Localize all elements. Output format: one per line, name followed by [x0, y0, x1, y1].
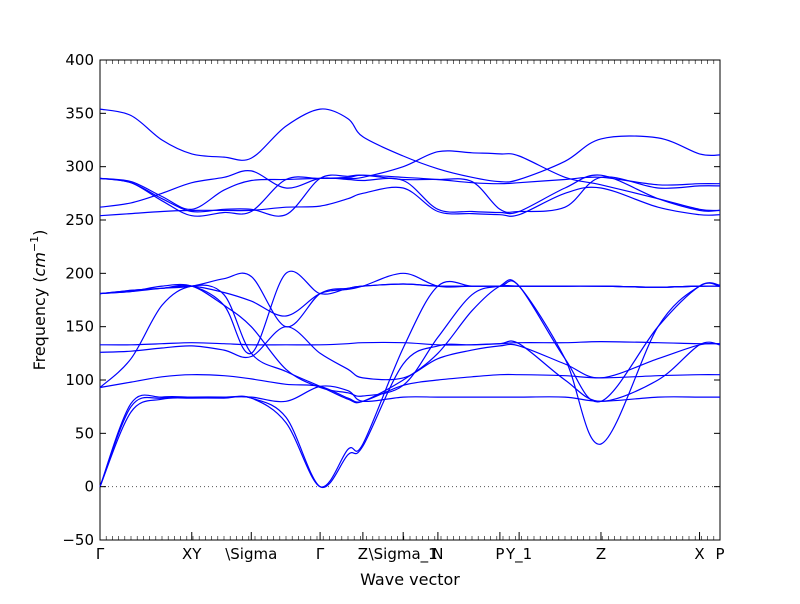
y-tick-label: 150 — [65, 318, 94, 336]
y-tick-label: −50 — [62, 531, 94, 549]
x-tick-label: \Sigma_1 — [369, 545, 438, 564]
band-line — [99, 174, 721, 217]
band-line — [99, 108, 721, 183]
band-lines — [99, 108, 721, 488]
plot-area — [99, 59, 721, 541]
y-axis-title: Frequency (cm−1) — [28, 230, 49, 371]
x-tick-label: P — [495, 545, 504, 563]
y-tick-label: 100 — [65, 371, 94, 389]
y-tick-label: 50 — [75, 424, 94, 442]
band-line — [99, 150, 721, 212]
band-line — [99, 170, 721, 215]
band-line — [99, 280, 721, 488]
band-line — [99, 340, 721, 346]
band-line — [99, 326, 721, 381]
y-tick-label: 400 — [65, 51, 94, 69]
y-tick-label: 300 — [65, 158, 94, 176]
x-tick-label: Γ — [316, 545, 325, 563]
x-tick-label: XY — [182, 545, 202, 563]
x-tick-label: N — [432, 545, 443, 563]
y-tick-label: 0 — [84, 478, 94, 496]
plot-frame — [99, 59, 721, 541]
x-tick-label: Y_1 — [505, 545, 532, 564]
x-tick-label: Γ — [96, 545, 105, 563]
y-tick-label: 350 — [65, 104, 94, 122]
band-line — [99, 270, 721, 355]
x-tick-label: Z — [358, 545, 368, 563]
x-axis: Γ XY \Sigma Γ Z \Sigma_1N P Y_1 Z X P — [96, 532, 725, 564]
x-tick-label: \Sigma — [225, 545, 277, 563]
band-line — [99, 186, 721, 217]
x-tick-label: X — [694, 545, 704, 563]
y-tick-label: 200 — [65, 264, 94, 282]
x-tick-label: P — [715, 545, 724, 563]
y-axis: −50 0 50 100 150 200 250 300 350 400 — [62, 51, 720, 549]
minor-x-ticks — [99, 60, 721, 540]
x-tick-label: Z — [596, 545, 606, 563]
y-tick-label: 250 — [65, 211, 94, 229]
band-line — [99, 174, 721, 217]
x-axis-title: Wave vector — [360, 570, 460, 589]
